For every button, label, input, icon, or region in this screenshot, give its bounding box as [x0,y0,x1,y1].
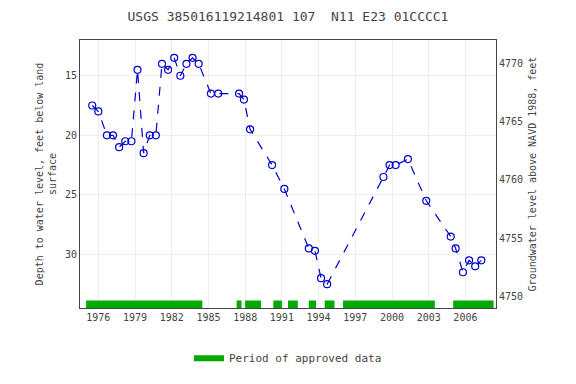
svg-text:1985: 1985 [196,312,220,323]
svg-text:1988: 1988 [233,312,257,323]
svg-text:1991: 1991 [270,312,294,323]
svg-text:25: 25 [65,189,77,200]
svg-text:1994: 1994 [307,312,331,323]
svg-text:Period of approved data: Period of approved data [229,352,381,365]
svg-text:4750: 4750 [499,291,523,302]
svg-text:4755: 4755 [499,233,523,244]
svg-text:2003: 2003 [417,312,441,323]
svg-text:4760: 4760 [499,174,523,185]
svg-text:1982: 1982 [160,312,184,323]
svg-text:2000: 2000 [380,312,404,323]
svg-text:30: 30 [65,249,77,260]
svg-text:USGS 385016119214801 107 N11: USGS 385016119214801 107 N11 E23 01CCCC1 [128,9,449,24]
svg-text:1997: 1997 [343,312,367,323]
svg-text:Groundwater level above NAVD 1: Groundwater level above NAVD 1988, feet [527,57,538,292]
svg-text:4770: 4770 [499,58,523,69]
svg-text:4765: 4765 [499,116,523,127]
svg-text:1979: 1979 [123,312,147,323]
svg-text:15: 15 [65,70,77,81]
svg-text:2006: 2006 [453,312,477,323]
svg-text:1976: 1976 [86,312,110,323]
svg-text:20: 20 [65,130,77,141]
svg-text:Depth to water level, feet bel: Depth to water level, feet below landsur… [34,63,58,286]
